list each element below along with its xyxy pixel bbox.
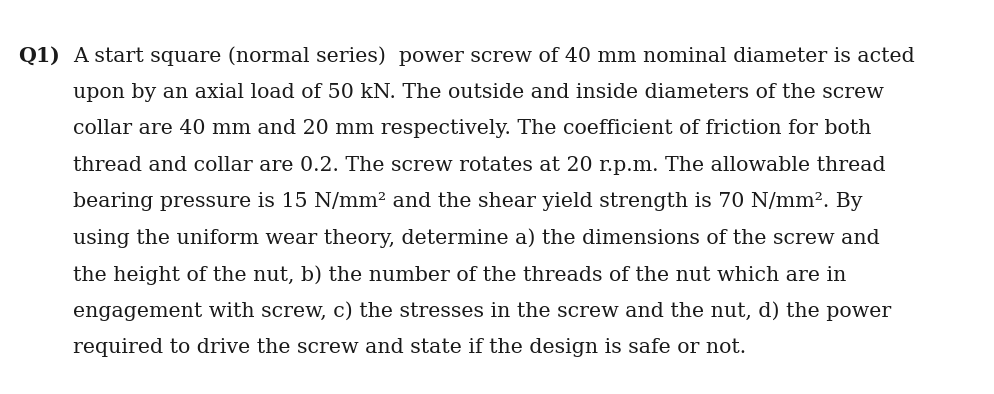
Text: thread and collar are 0.2. The screw rotates at 20 r.p.m. The allowable thread: thread and collar are 0.2. The screw rot… xyxy=(73,156,885,175)
Text: required to drive the screw and state if the design is safe or not.: required to drive the screw and state if… xyxy=(73,338,746,357)
Text: Q1): Q1) xyxy=(18,46,60,66)
Text: the height of the nut, b) the number of the threads of the nut which are in: the height of the nut, b) the number of … xyxy=(73,265,846,285)
Text: using the uniform wear theory, determine a) the dimensions of the screw and: using the uniform wear theory, determine… xyxy=(73,229,879,248)
Text: A start square (normal series)  power screw of 40 mm nominal diameter is acted: A start square (normal series) power scr… xyxy=(73,46,913,66)
Text: engagement with screw, c) the stresses in the screw and the nut, d) the power: engagement with screw, c) the stresses i… xyxy=(73,301,891,321)
Text: upon by an axial load of 50 kN. The outside and inside diameters of the screw: upon by an axial load of 50 kN. The outs… xyxy=(73,82,883,102)
Text: bearing pressure is 15 N/mm² and the shear yield strength is 70 N/mm². By: bearing pressure is 15 N/mm² and the she… xyxy=(73,192,862,211)
Text: collar are 40 mm and 20 mm respectively. The coefficient of friction for both: collar are 40 mm and 20 mm respectively.… xyxy=(73,119,871,138)
